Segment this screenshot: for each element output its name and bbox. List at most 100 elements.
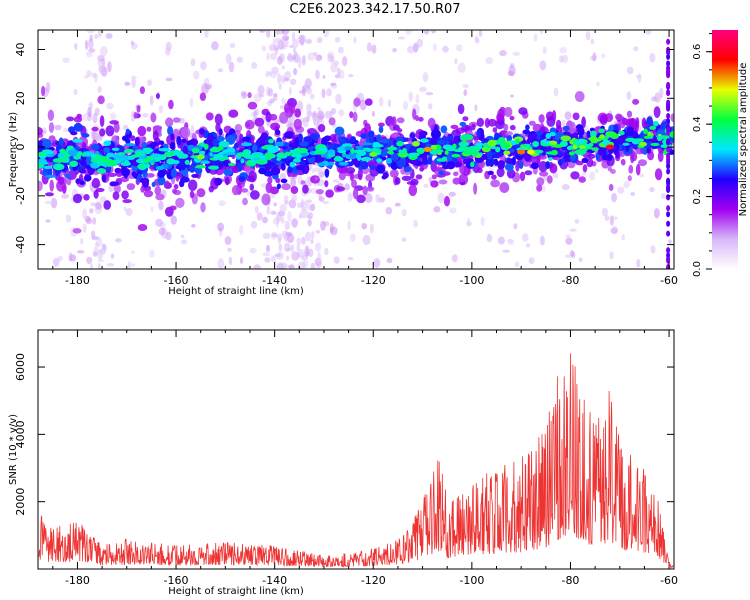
speckle [457,62,466,73]
ridge-halo [351,179,357,189]
edge-column [666,126,671,133]
ridge-peak [67,149,79,156]
ridge-halo [509,115,515,121]
speckle [130,250,135,254]
speckle [228,61,235,73]
ridge-core [396,158,406,168]
colorbar-tick-label: 0.2 [692,189,703,205]
ridge-halo [356,194,366,204]
speckle [633,46,639,52]
snr-ytick-label: 6000 [14,353,27,381]
ridge-halo [496,167,505,178]
ridge-core [390,152,400,161]
speckle [181,239,187,245]
ridge-peak [39,156,46,159]
ridge-peak [503,150,511,156]
speckle [649,186,655,193]
ridge-core [408,158,419,165]
edge-column [666,72,671,79]
speckle [422,72,429,83]
ridge-halo [353,97,361,107]
ridge-peak [656,135,663,142]
speckle [256,212,263,221]
ridge-halo [107,172,117,177]
speckle [561,184,570,191]
snr-xtick-label: -140 [262,574,287,587]
speckle [191,224,196,228]
speckle [578,257,583,262]
ridge-core [409,145,417,155]
speckle [97,263,101,269]
ridge-halo [505,131,513,137]
speckle [165,46,171,56]
speckle [486,234,493,243]
speckle [89,208,94,214]
speckle [285,255,290,261]
ridge-core [334,126,345,136]
ridge-peak [103,159,110,164]
ridge-halo [83,194,90,201]
speckle [62,57,70,64]
ridge-peak [407,152,417,158]
edge-column [666,67,671,74]
ridge-halo [364,98,373,106]
ridge-core [80,158,88,167]
speckle [262,252,271,257]
ridge-core [376,134,382,143]
ridge-core [280,162,286,171]
ridge-halo [231,185,240,196]
ridge-peak [317,162,325,167]
ridge-peak [268,139,274,144]
ridge-peak [198,151,206,156]
ridge-halo [610,169,616,174]
ridge-halo [418,116,424,122]
speckle [502,249,510,253]
ridge-halo [362,185,368,196]
ridge-halo [155,193,165,201]
ridge-peak [348,152,358,159]
speckle [45,219,51,223]
speckle [288,86,292,96]
ridge-core [608,148,614,154]
ridge-peak [267,146,280,153]
speckle [105,33,113,39]
speckle [236,56,243,63]
ridge-halo [476,167,483,174]
speckle [311,231,315,239]
ridge-halo [95,187,105,193]
speckle [200,61,207,71]
ridge-peak [463,147,473,154]
ridge-peak [96,155,106,160]
speckle [299,35,305,46]
ridge-halo [38,180,43,192]
speckle [366,42,372,52]
speckle [277,73,282,84]
ridge-peak [669,131,674,138]
ridge-halo [188,179,198,191]
ridge-peak [94,150,100,155]
speckle [155,218,163,227]
speckle [309,93,315,100]
speckle [510,94,514,98]
edge-column [666,194,671,201]
ridge-core [170,133,175,141]
ridge-halo [113,122,120,133]
ridge-halo [415,115,419,122]
speckle [323,30,330,38]
ridge-halo [317,124,326,133]
speckle [415,94,420,104]
speckle [553,172,559,179]
ridge-core [142,178,150,188]
ridge-core [360,160,369,170]
speckle [270,231,278,240]
ridge-halo [530,153,541,166]
ridge-core [586,130,591,139]
ridge-peak [598,128,605,134]
edge-column [666,205,671,212]
speckle [115,238,122,243]
speckle [300,255,309,261]
ridge-peak [402,147,407,155]
ridge-peak [124,159,130,166]
ridge-peak [59,148,66,154]
speckle [190,124,195,135]
